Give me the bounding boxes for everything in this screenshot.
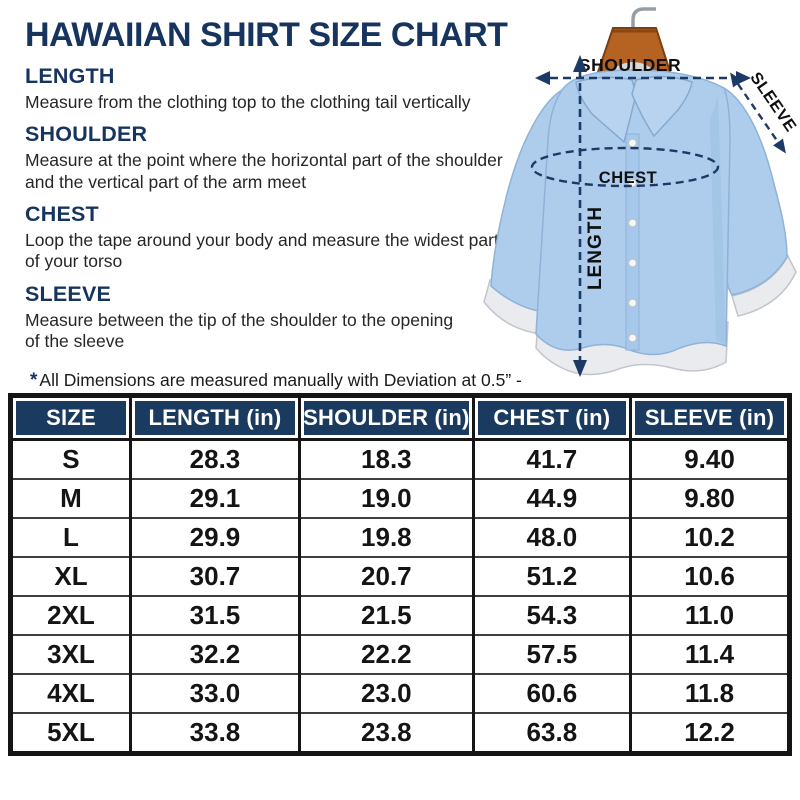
section-sleeve-heading: SLEEVE [25, 281, 112, 306]
hanger-hook-icon [631, 7, 656, 44]
button [627, 258, 638, 268]
size-cell: S [9, 438, 132, 479]
button [627, 138, 638, 148]
shirt-illustration: SHOULDER LENGTH SLEEVE CHEST [483, 7, 800, 377]
value-cell: 29.1 [128, 478, 301, 518]
table-row: S 28.3 18.3 41.7 9.40 [9, 438, 791, 479]
value-cell: 48.0 [471, 517, 633, 557]
column-header-chest: CHEST (in) [471, 394, 633, 441]
section-length: LENGTH Measure from the clothing top to … [25, 64, 530, 113]
table-row: 2XL 31.5 21.5 54.3 11.0 [9, 595, 791, 635]
section-sleeve-body: Measure between the tip of the shoulder … [25, 309, 454, 352]
shoulder-label: SHOULDER [579, 55, 681, 75]
value-cell: 44.9 [471, 478, 633, 518]
value-cell: 57.5 [471, 634, 633, 674]
section-shoulder-body: Measure at the point where the horizonta… [25, 150, 503, 192]
size-cell: 5XL [9, 712, 132, 754]
value-cell: 23.8 [297, 712, 475, 754]
value-cell: 9.80 [629, 478, 791, 518]
column-header-length: LENGTH (in) [128, 394, 301, 441]
collar [575, 75, 693, 144]
button-placket [625, 133, 640, 351]
value-cell: 10.2 [629, 517, 791, 557]
page-title: HAWAIIAN SHIRT SIZE CHART [25, 16, 508, 54]
chest-measure: CHEST [530, 146, 720, 188]
asterisk-icon: * [30, 370, 38, 392]
value-cell: 54.3 [471, 595, 633, 635]
section-shoulder: SHOULDER Measure at the point where the … [25, 122, 530, 193]
table-row: XL 30.7 20.7 51.2 10.6 [9, 556, 791, 596]
value-cell: 18.3 [297, 438, 475, 479]
section-length-body: Measure from the clothing top to the clo… [25, 92, 471, 112]
column-header-size: SIZE [9, 394, 132, 441]
value-cell: 31.5 [128, 595, 301, 635]
section-chest: CHEST Loop the tape around your body and… [25, 202, 530, 273]
shirt-diagram: SHOULDER LENGTH SLEEVE CHEST [480, 0, 800, 390]
chest-measure-ellipse [530, 146, 720, 188]
hanger [594, 7, 674, 79]
instructions-panel: HAWAIIAN SHIRT SIZE CHART LENGTH Measure… [25, 16, 530, 413]
value-cell: 28.3 [128, 438, 301, 479]
value-cell: 29.9 [128, 517, 301, 557]
value-cell: 22.2 [297, 634, 475, 674]
chest-label: CHEST [599, 169, 657, 187]
collar-right-flap [631, 75, 693, 138]
arrow-upleft-icon [730, 72, 743, 88]
value-cell: 33.8 [128, 712, 301, 754]
value-cell: 63.8 [471, 712, 633, 754]
size-table: SIZE LENGTH (in) SHOULDER (in) CHEST (in… [8, 393, 792, 756]
value-cell: 11.4 [629, 634, 791, 674]
arrow-left-icon [535, 71, 550, 85]
value-cell: 30.7 [128, 556, 301, 596]
value-cell: 21.5 [297, 595, 475, 635]
size-cell: XL [9, 556, 132, 596]
value-cell: 11.0 [629, 595, 791, 635]
arrow-up-icon [573, 55, 587, 72]
table-row: M 29.1 19.0 44.9 9.80 [9, 478, 791, 518]
size-cell: L [9, 517, 132, 557]
column-header-shoulder: SHOULDER (in) [297, 394, 475, 441]
table-row: L 29.9 19.8 48.0 10.2 [9, 517, 791, 557]
size-cell: M [9, 478, 132, 518]
value-cell: 10.6 [629, 556, 791, 596]
length-measure: LENGTH [573, 55, 606, 377]
section-length-heading: LENGTH [25, 64, 115, 88]
value-cell: 12.2 [629, 712, 791, 754]
value-cell: 41.7 [471, 438, 633, 479]
table-row: 4XL 33.0 23.0 60.6 11.8 [9, 673, 791, 713]
size-table-header: SIZE LENGTH (in) SHOULDER (in) CHEST (in… [9, 394, 791, 441]
value-cell: 9.40 [629, 438, 791, 479]
size-cell: 2XL [9, 595, 132, 635]
section-shoulder-heading: SHOULDER [25, 122, 148, 147]
value-cell: 20.7 [297, 556, 475, 596]
section-chest-body: Loop the tape around your body and measu… [25, 230, 499, 272]
column-header-sleeve: SLEEVE (in) [629, 394, 791, 441]
size-cell: 4XL [9, 673, 132, 713]
arrow-downright-icon [773, 138, 786, 154]
shirt-body-shade [710, 96, 726, 344]
value-cell: 51.2 [471, 556, 633, 596]
length-label: LENGTH [585, 206, 606, 290]
header-row: SIZE LENGTH (in) SHOULDER (in) CHEST (in… [9, 394, 791, 441]
size-table-body: S 28.3 18.3 41.7 9.40 M 29.1 19.0 44.9 9.80 L 29.9 1… [9, 438, 791, 754]
table-row: 3XL 32.2 22.2 57.5 11.4 [9, 634, 791, 674]
value-cell: 11.8 [629, 673, 791, 713]
value-cell: 23.0 [297, 673, 475, 713]
section-chest-heading: CHEST [25, 202, 99, 227]
value-cell: 60.6 [471, 673, 633, 713]
button [627, 298, 638, 308]
value-cell: 19.0 [297, 478, 475, 518]
section-sleeve: SLEEVE Measure between the tip of the sh… [25, 282, 530, 353]
button [627, 218, 638, 228]
value-cell: 19.8 [297, 517, 475, 557]
value-cell: 33.0 [128, 673, 301, 713]
table-row: 5XL 33.8 23.8 63.8 12.2 [9, 712, 791, 754]
value-cell: 32.2 [128, 634, 301, 674]
arrow-down-icon [573, 360, 587, 377]
button [627, 333, 638, 343]
size-cell: 3XL [9, 634, 132, 674]
